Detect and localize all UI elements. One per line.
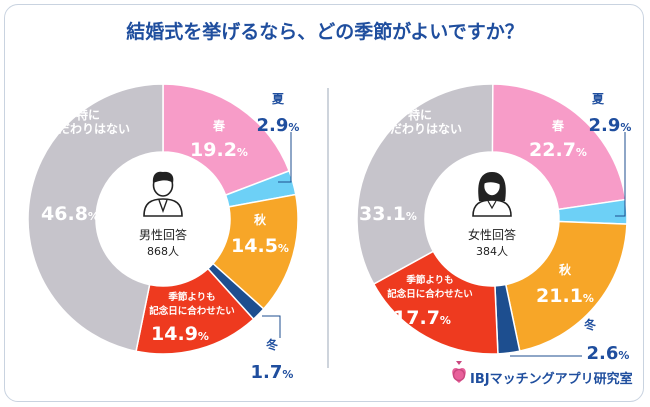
category-label-anniversary: 季節よりも bbox=[405, 274, 453, 286]
leader-line-summer bbox=[615, 132, 626, 217]
leader-line-winter bbox=[262, 315, 281, 338]
slice-none bbox=[356, 83, 494, 286]
category-label-summer: 夏 bbox=[592, 92, 605, 106]
female-person-icon bbox=[472, 172, 512, 217]
brand-logo: IBJマッチングアプリ研究室 bbox=[452, 361, 633, 387]
category-label-winter: 冬 bbox=[584, 317, 596, 332]
slice-none bbox=[27, 83, 164, 353]
brand-icon bbox=[452, 361, 466, 383]
category-label-none: 特に bbox=[408, 107, 432, 122]
category-label-none: こだわりはない bbox=[378, 122, 462, 136]
slice-autumn bbox=[504, 220, 628, 352]
value-label-autumn: 21.1% bbox=[536, 285, 594, 307]
category-label-spring: 春 bbox=[212, 118, 226, 133]
respondent-group-label: 男性回答 bbox=[139, 227, 187, 242]
value-label-anniversary: 14.9% bbox=[151, 323, 209, 345]
value-label-summer: 2.9% bbox=[257, 115, 300, 136]
leader-line-summer bbox=[278, 132, 292, 183]
category-label-winter: 冬 bbox=[266, 337, 278, 352]
value-label-winter: 2.6% bbox=[587, 343, 630, 364]
category-label-anniversary: 記念日に合わせたい bbox=[149, 305, 235, 317]
value-label-winter: 1.7% bbox=[251, 362, 294, 383]
respondent-group-label: 女性回答 bbox=[468, 227, 516, 242]
value-label-autumn: 14.5% bbox=[231, 235, 289, 257]
value-label-anniversary: 17.7% bbox=[393, 307, 451, 329]
category-label-spring: 春 bbox=[551, 118, 565, 133]
category-label-none: 特に bbox=[76, 107, 100, 122]
category-label-autumn: 秋 bbox=[254, 212, 267, 227]
category-label-anniversary: 季節よりも bbox=[167, 291, 215, 303]
category-label-autumn: 秋 bbox=[559, 262, 572, 277]
value-label-summer: 2.9% bbox=[589, 115, 632, 136]
male-pie-chart: 男性回答 868人 春 19.2% 夏 2.9% 秋 14.5% 冬 1.7% 季節よりも記念日に合… bbox=[27, 83, 300, 383]
category-label-summer: 夏 bbox=[272, 92, 285, 106]
value-label-none: 46.8% bbox=[41, 203, 99, 225]
female-pie-chart: 女性回答 384人 春 22.7% 夏 2.9% 秋 21.1% 冬 2.6% 季節よりも記念日に合… bbox=[356, 83, 632, 364]
value-label-spring: 19.2% bbox=[190, 139, 248, 161]
respondent-count-label: 384人 bbox=[476, 245, 508, 258]
brand-name: IBJマッチングアプリ研究室 bbox=[470, 371, 633, 387]
slice-spring bbox=[162, 83, 291, 197]
value-label-spring: 22.7% bbox=[529, 139, 587, 161]
category-label-none: こだわりはない bbox=[46, 122, 130, 136]
category-label-anniversary: 記念日に合わせたい bbox=[387, 288, 473, 300]
respondent-count-label: 868人 bbox=[147, 245, 179, 258]
chart-title: 結婚式を挙げるなら、どの季節がよいですか？ bbox=[126, 20, 523, 43]
male-person-icon bbox=[143, 171, 183, 217]
slice-anniversary bbox=[372, 250, 499, 355]
value-label-none: 33.1% bbox=[359, 203, 417, 225]
